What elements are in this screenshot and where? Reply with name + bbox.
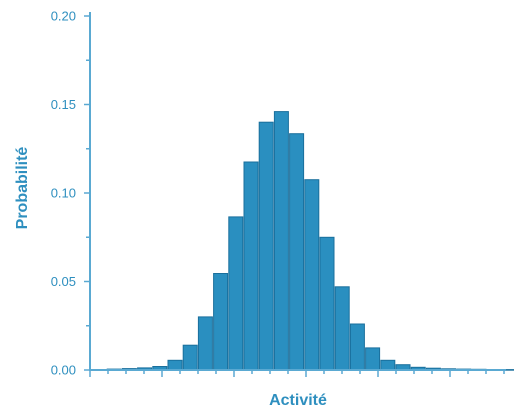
bars-group — [91, 111, 514, 371]
histogram-bar — [365, 347, 381, 371]
histogram-bar — [304, 179, 320, 371]
histogram-bar — [349, 323, 365, 371]
x-ticks-group — [89, 370, 505, 377]
histogram-bar — [334, 286, 350, 371]
y-axis-title: Probabilité — [14, 147, 31, 230]
histogram-bar — [197, 316, 213, 371]
y-tick-label: 0.10 — [51, 186, 76, 201]
histogram-bar — [228, 216, 244, 371]
y-tick-label: 0.05 — [51, 274, 76, 289]
histogram-bar — [213, 273, 229, 371]
y-ticks-group: 0.00 0.05 0.10 0.15 0.20 — [51, 9, 90, 378]
histogram-bar — [243, 161, 259, 371]
histogram-bar — [319, 236, 335, 371]
histogram-bar — [258, 121, 274, 371]
histogram-bar — [167, 359, 183, 371]
histogram-bar — [380, 359, 396, 371]
histogram-bar — [289, 133, 305, 371]
histogram-bar — [273, 111, 289, 371]
y-tick-label: 0.00 — [51, 363, 76, 378]
histogram-bar — [182, 344, 198, 371]
y-tick-label: 0.15 — [51, 97, 76, 112]
x-axis-title: Activité — [269, 392, 327, 409]
y-tick-label: 0.20 — [51, 9, 76, 24]
